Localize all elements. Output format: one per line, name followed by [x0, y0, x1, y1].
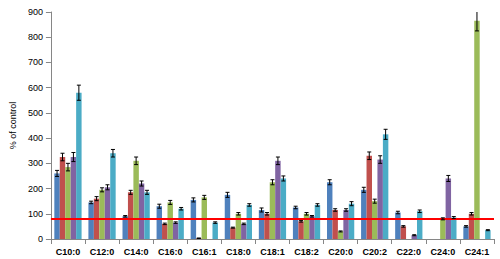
svg-text:C22:0: C22:0	[397, 247, 422, 257]
svg-text:0: 0	[38, 234, 43, 244]
svg-text:C12:0: C12:0	[90, 247, 115, 257]
svg-text:C18:2: C18:2	[294, 247, 319, 257]
svg-text:C20:2: C20:2	[362, 247, 387, 257]
svg-text:100: 100	[28, 209, 43, 219]
svg-text:300: 300	[28, 158, 43, 168]
svg-text:500: 500	[28, 108, 43, 118]
svg-text:600: 600	[28, 83, 43, 93]
svg-text:C16:1: C16:1	[192, 247, 217, 257]
svg-text:C18:1: C18:1	[260, 247, 285, 257]
svg-text:C10:0: C10:0	[56, 247, 81, 257]
svg-text:900: 900	[28, 7, 43, 17]
svg-text:% of control: % of control	[8, 102, 18, 150]
svg-text:400: 400	[28, 133, 43, 143]
svg-text:C16:0: C16:0	[158, 247, 183, 257]
svg-text:800: 800	[28, 32, 43, 42]
svg-text:700: 700	[28, 57, 43, 67]
svg-text:C14:0: C14:0	[124, 247, 149, 257]
svg-text:C20:0: C20:0	[328, 247, 353, 257]
svg-text:C24:1: C24:1	[465, 247, 490, 257]
svg-text:C18:0: C18:0	[226, 247, 251, 257]
svg-text:C24:0: C24:0	[431, 247, 456, 257]
svg-text:200: 200	[28, 184, 43, 194]
